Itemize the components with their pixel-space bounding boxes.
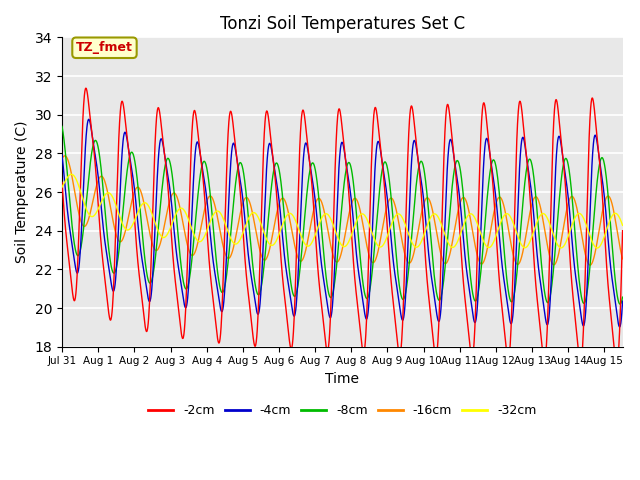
-32cm <box>346 237 353 242</box>
-32cm <box>593 245 601 251</box>
-32cm <box>600 236 607 242</box>
-2cm <box>613 361 621 367</box>
-2cm <box>58 180 66 185</box>
Title: Tonzi Soil Temperatures Set C: Tonzi Soil Temperatures Set C <box>220 15 465 33</box>
-2cm <box>82 85 90 91</box>
-4cm <box>532 246 540 252</box>
-2cm <box>532 291 540 297</box>
Line: -2cm: -2cm <box>62 88 623 364</box>
-4cm <box>92 152 99 158</box>
Line: -16cm: -16cm <box>62 156 623 265</box>
X-axis label: Time: Time <box>325 372 359 386</box>
-4cm <box>410 141 417 146</box>
-2cm <box>426 309 434 315</box>
-8cm <box>91 138 99 144</box>
-32cm <box>92 212 99 217</box>
-16cm <box>586 262 594 268</box>
Y-axis label: Soil Temperature (C): Soil Temperature (C) <box>15 121 29 263</box>
-4cm <box>346 184 353 190</box>
-16cm <box>619 256 627 262</box>
-32cm <box>67 171 75 177</box>
-8cm <box>532 200 540 206</box>
-8cm <box>58 123 66 129</box>
-8cm <box>599 156 607 162</box>
-32cm <box>532 220 540 226</box>
-32cm <box>410 242 417 248</box>
-8cm <box>619 294 627 300</box>
Line: -8cm: -8cm <box>62 126 623 304</box>
-4cm <box>85 117 93 122</box>
-8cm <box>409 216 417 222</box>
-8cm <box>426 227 434 233</box>
-16cm <box>346 208 353 214</box>
-4cm <box>616 324 623 330</box>
-32cm <box>619 222 627 228</box>
-8cm <box>616 301 624 307</box>
-32cm <box>426 215 434 221</box>
-4cm <box>600 184 607 190</box>
-16cm <box>58 156 66 162</box>
-2cm <box>346 203 353 208</box>
-2cm <box>410 111 417 117</box>
-16cm <box>61 153 68 159</box>
Legend: -2cm, -4cm, -8cm, -16cm, -32cm: -2cm, -4cm, -8cm, -16cm, -32cm <box>143 399 541 422</box>
-16cm <box>532 194 540 200</box>
Text: TZ_fmet: TZ_fmet <box>76 41 133 54</box>
-4cm <box>58 152 66 158</box>
-32cm <box>58 184 66 190</box>
Line: -4cm: -4cm <box>62 120 623 327</box>
Line: -32cm: -32cm <box>62 174 623 248</box>
-2cm <box>619 228 627 234</box>
-4cm <box>426 266 434 272</box>
-8cm <box>346 160 353 166</box>
-16cm <box>92 188 99 194</box>
-16cm <box>600 204 607 210</box>
-2cm <box>600 206 607 212</box>
-2cm <box>92 161 99 167</box>
-16cm <box>426 200 434 205</box>
-16cm <box>410 252 417 258</box>
-4cm <box>619 298 627 304</box>
